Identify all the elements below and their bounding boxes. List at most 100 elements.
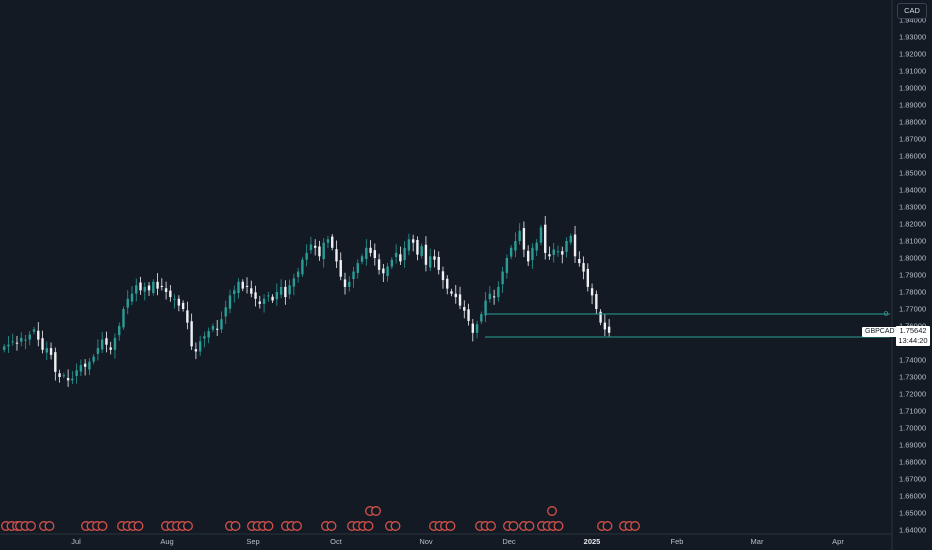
candle-body[interactable] [105,338,108,345]
candle-body[interactable] [66,378,70,381]
candle-body[interactable] [526,250,530,262]
candle-body[interactable] [313,245,317,248]
candle-body[interactable] [301,259,304,275]
candle-body[interactable] [267,295,270,297]
candle-body[interactable] [258,301,261,304]
candle-body[interactable] [475,324,479,333]
candle-body[interactable] [373,250,377,258]
candle-body[interactable] [224,307,227,317]
candle-body[interactable] [497,286,500,298]
candle-body[interactable] [386,266,389,277]
candle-body[interactable] [360,256,364,262]
candle-body[interactable] [590,288,594,296]
economic-event-marker[interactable] [445,521,456,531]
candle-body[interactable] [331,236,334,248]
candle-body[interactable] [403,247,406,261]
candle-body[interactable] [75,370,78,376]
candle-body[interactable] [305,252,308,260]
candle-body[interactable] [522,228,526,250]
candle-body[interactable] [556,251,560,253]
candle-body[interactable] [41,338,44,350]
candle-body[interactable] [139,282,142,291]
candle-body[interactable] [429,256,432,268]
candle-body[interactable] [194,349,198,352]
candle-body[interactable] [399,254,402,262]
economic-event-marker[interactable] [133,521,144,531]
candle-body[interactable] [254,292,257,299]
candle-body[interactable] [228,295,232,309]
candle-body[interactable] [480,314,483,322]
economic-event-marker[interactable] [183,521,193,531]
candle-body[interactable] [198,341,202,352]
candle-body[interactable] [284,286,287,298]
candle-body[interactable] [595,294,598,309]
economic-event-marker[interactable] [553,521,564,531]
candle-body[interactable] [24,339,27,341]
candle-body[interactable] [365,247,368,260]
candle-body[interactable] [250,288,253,294]
candle-body[interactable] [122,309,125,328]
candle-body[interactable] [96,348,100,354]
candle-body[interactable] [143,286,146,292]
candle-body[interactable] [514,241,517,251]
candle-body[interactable] [186,310,189,323]
candle-body[interactable] [578,259,581,264]
candle-body[interactable] [548,254,551,257]
candle-body[interactable] [275,292,279,300]
candle-body[interactable] [92,356,95,362]
candle-body[interactable] [309,244,313,251]
candle-body[interactable] [450,291,453,294]
candle-body[interactable] [318,246,321,257]
candle-body[interactable] [586,268,590,287]
candle-body[interactable] [262,298,266,304]
candle-body[interactable] [164,288,168,292]
candle-body[interactable] [233,290,236,295]
candle-body[interactable] [245,285,249,287]
candle-body[interactable] [544,224,547,253]
economic-event-marker[interactable] [524,521,535,531]
candle-body[interactable] [509,247,513,257]
time-axis[interactable]: Jul Aug Sep Oct Nov Dec 2025 Feb Mar Apr [71,537,844,546]
candle-body[interactable] [79,365,83,372]
candle-body[interactable] [118,326,121,336]
candle-body[interactable] [467,309,470,321]
candle-body[interactable] [561,251,564,255]
candle-body[interactable] [433,256,436,260]
candle-body[interactable] [390,259,394,267]
candle-body[interactable] [573,234,577,257]
candle-body[interactable] [599,311,602,323]
candle-body[interactable] [130,293,134,302]
candle-body[interactable] [45,348,48,353]
events-row[interactable] [1,506,640,531]
candle-body[interactable] [565,241,568,252]
candle-body[interactable] [411,239,415,243]
candle-body[interactable] [83,363,87,367]
candle-body[interactable] [37,330,40,340]
economic-event-marker[interactable] [263,521,274,531]
candle-body[interactable] [71,378,74,381]
candle-body[interactable] [518,230,521,241]
economic-event-marker[interactable] [26,521,36,531]
candle-body[interactable] [603,322,607,330]
candle-body[interactable] [152,281,155,294]
candle-body[interactable] [356,263,359,273]
candle-body[interactable] [420,246,423,256]
candle-body[interactable] [156,281,159,289]
candle-body[interactable] [326,239,330,243]
candle-body[interactable] [3,346,6,350]
candle-body[interactable] [62,375,66,377]
candle-body[interactable] [458,294,462,306]
candle-body[interactable] [335,249,338,262]
candle-body[interactable] [88,361,91,370]
currency-button[interactable]: CAD [897,3,927,19]
candle-body[interactable] [382,268,385,274]
candle-body[interactable] [369,247,372,253]
candle-body[interactable] [49,348,53,355]
candle-body[interactable] [28,334,31,340]
candle-body[interactable] [441,271,445,281]
economic-event-marker[interactable] [230,521,241,531]
candle-body[interactable] [416,239,419,255]
candle-body[interactable] [109,347,112,350]
economic-event-marker[interactable] [390,521,401,531]
